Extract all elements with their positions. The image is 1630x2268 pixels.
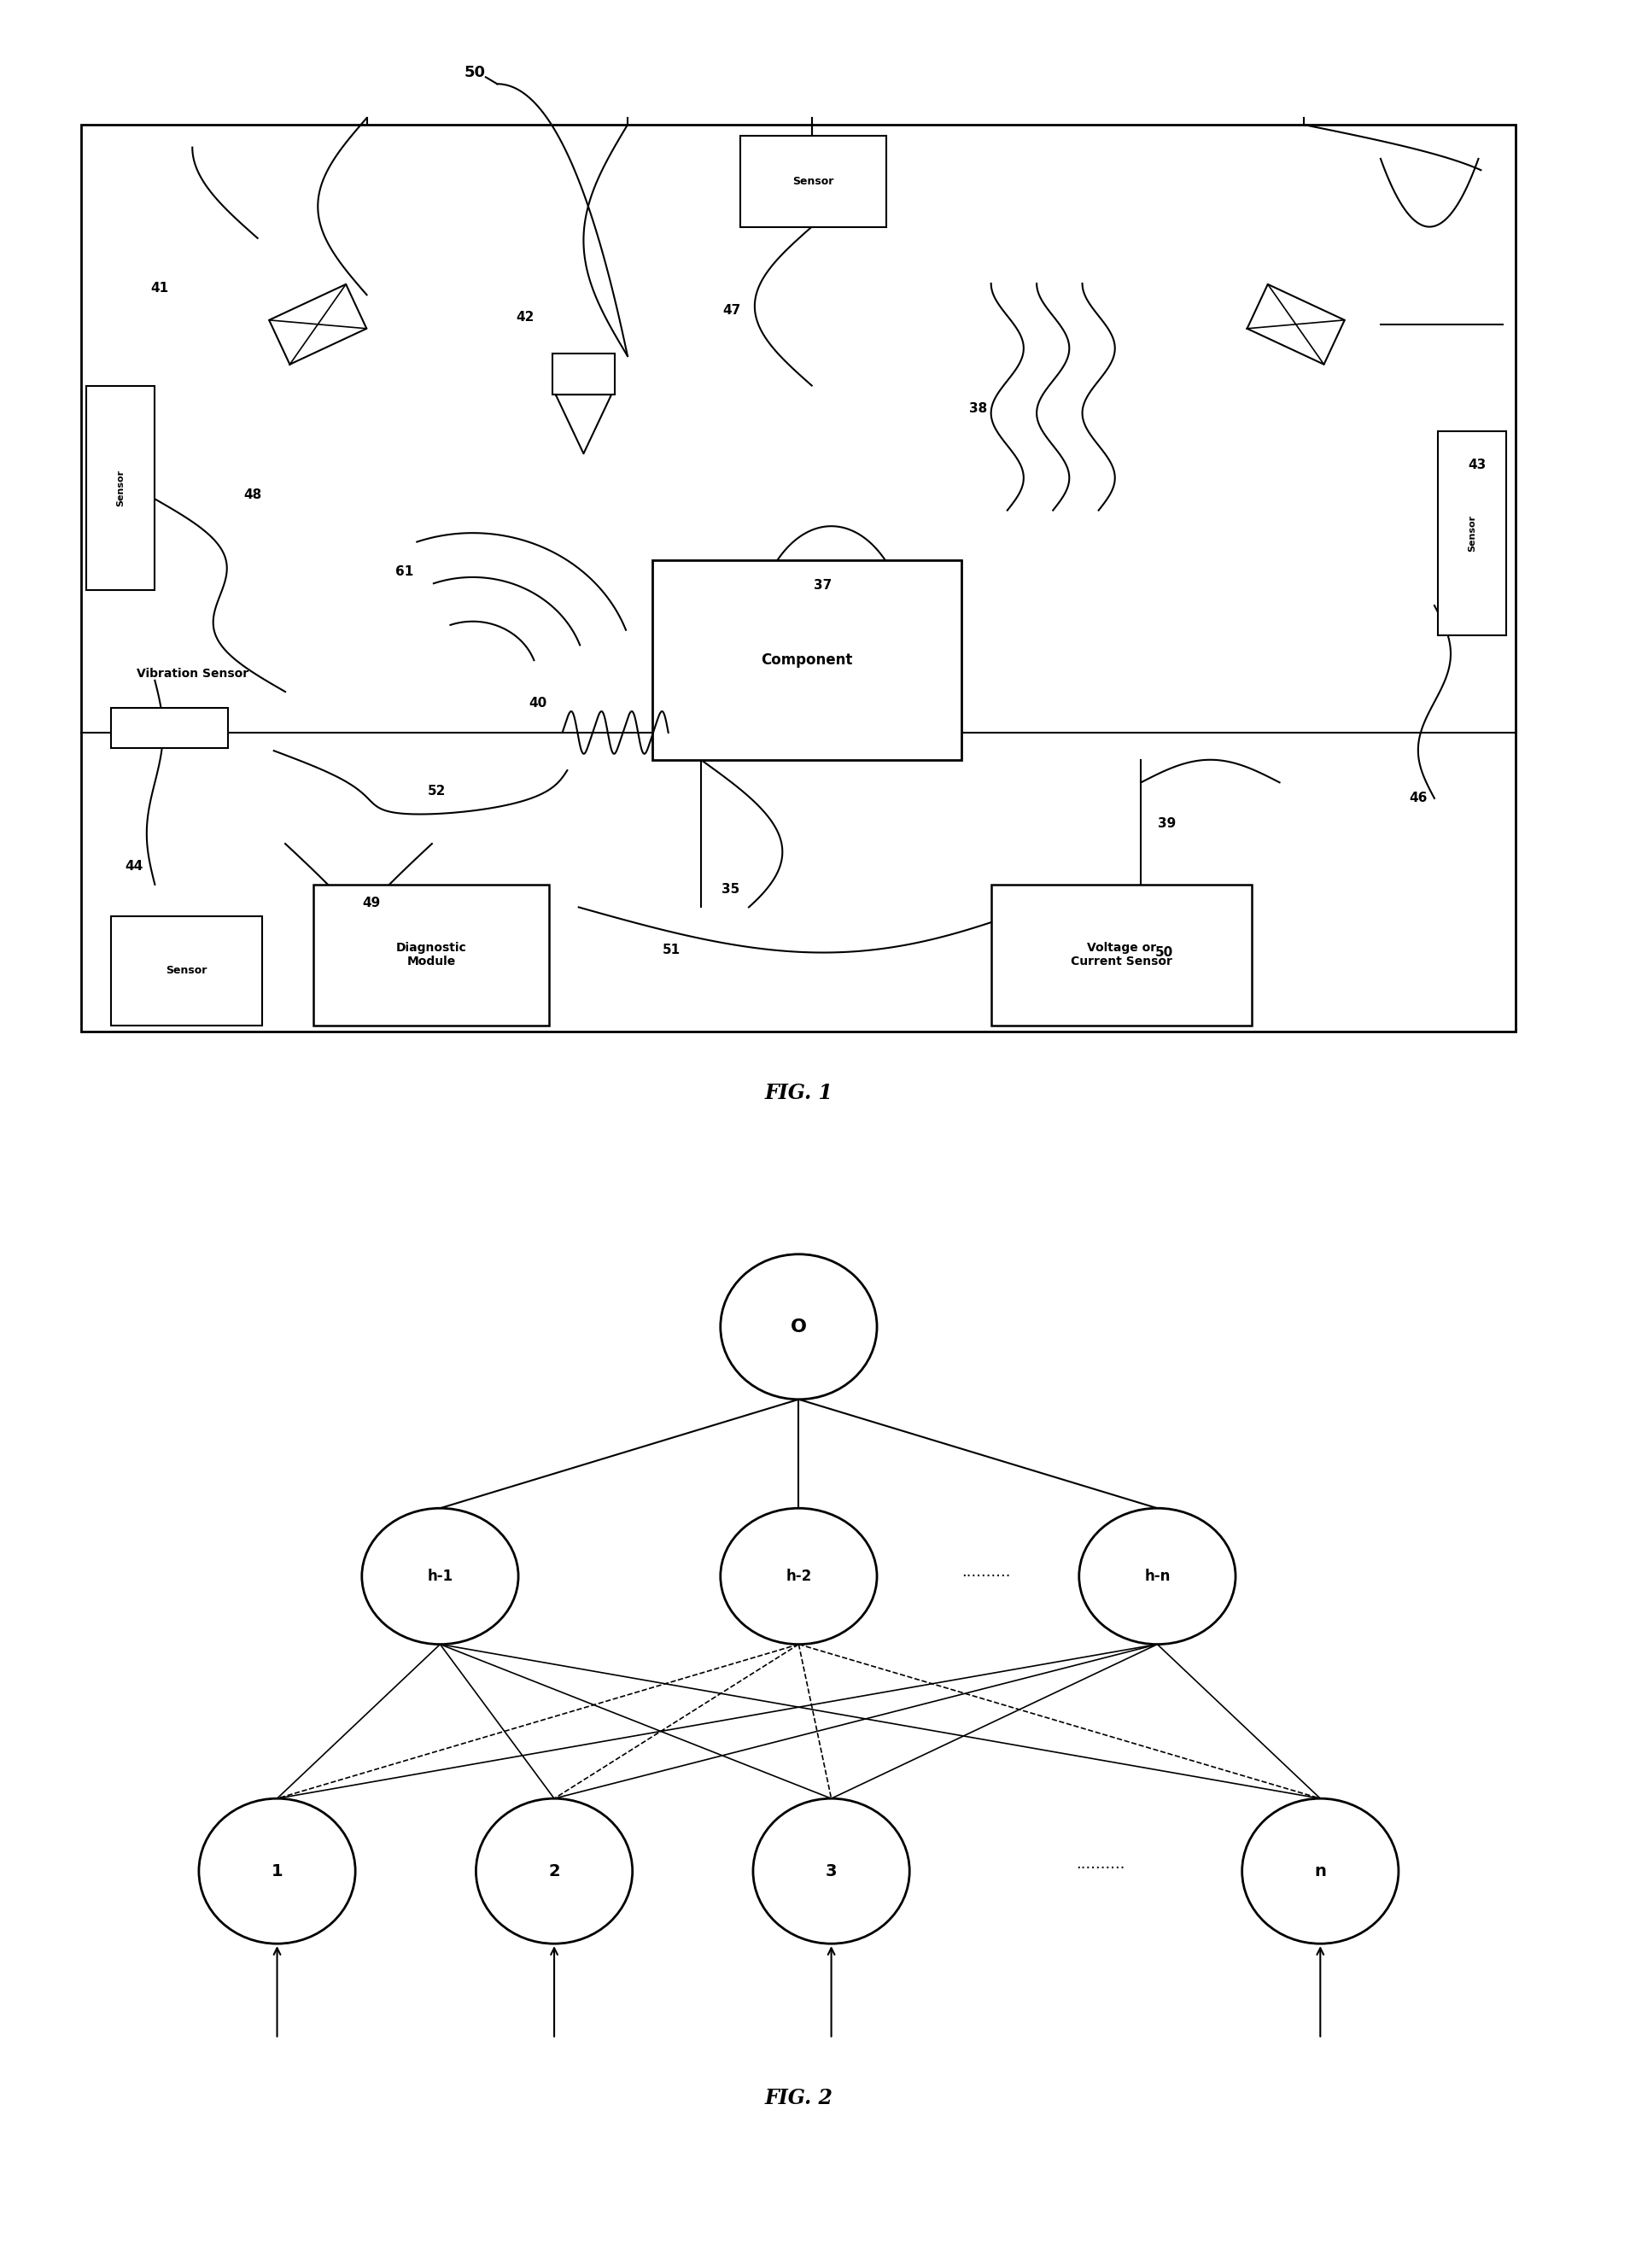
Text: 46: 46 [1408,792,1428,805]
Text: 2: 2 [548,1862,561,1880]
Text: n: n [1314,1862,1327,1880]
Text: h-2: h-2 [786,1569,812,1583]
Ellipse shape [720,1508,877,1644]
Text: Sensor: Sensor [166,966,207,975]
Text: h-n: h-n [1144,1569,1170,1583]
Text: 43: 43 [1467,458,1487,472]
Bar [313,885,549,1025]
Text: Vibration Sensor: Vibration Sensor [137,667,248,680]
Bar [111,916,262,1025]
Ellipse shape [1079,1508,1236,1644]
Text: Sensor: Sensor [116,469,126,506]
Text: 51: 51 [662,943,681,957]
Text: Component: Component [761,653,852,667]
Text: Sensor: Sensor [792,177,835,186]
Bar [991,885,1252,1025]
Text: 42: 42 [515,311,535,324]
Text: FIG. 1: FIG. 1 [764,1082,833,1105]
Ellipse shape [199,1799,355,1944]
Polygon shape [556,395,611,454]
Text: 37: 37 [813,578,833,592]
Text: Sensor: Sensor [1467,515,1477,551]
Text: 41: 41 [150,281,170,295]
Ellipse shape [720,1254,877,1399]
Ellipse shape [753,1799,910,1944]
Text: ..........: .......... [1076,1857,1125,1871]
Text: 1: 1 [271,1862,284,1880]
Text: 61: 61 [394,565,414,578]
Ellipse shape [362,1508,518,1644]
Text: 52: 52 [427,785,447,798]
Text: FIG. 2: FIG. 2 [764,2087,833,2109]
Text: 35: 35 [720,882,740,896]
Bar [111,708,228,748]
Text: h-1: h-1 [427,1569,453,1583]
Text: 50: 50 [465,66,486,79]
Text: 48: 48 [243,488,262,501]
Text: 40: 40 [528,696,548,710]
Text: 38: 38 [968,401,988,415]
Text: 39: 39 [1157,816,1177,830]
Text: 49: 49 [362,896,381,909]
Text: 44: 44 [124,860,143,873]
Polygon shape [1247,284,1345,365]
Text: 3: 3 [825,1862,838,1880]
Ellipse shape [476,1799,632,1944]
Bar [652,560,962,760]
Text: ..........: .......... [962,1565,1011,1579]
Text: Voltage or
Current Sensor: Voltage or Current Sensor [1071,941,1172,968]
Polygon shape [269,284,367,365]
Bar [82,125,1516,1032]
Text: O: O [791,1318,807,1336]
Bar [1438,431,1506,635]
Bar [740,136,887,227]
Text: Diagnostic
Module: Diagnostic Module [396,941,466,968]
Ellipse shape [1242,1799,1399,1944]
Bar [86,386,155,590]
Text: 47: 47 [722,304,742,318]
Text: 50: 50 [1154,946,1174,959]
Bar [553,354,615,395]
